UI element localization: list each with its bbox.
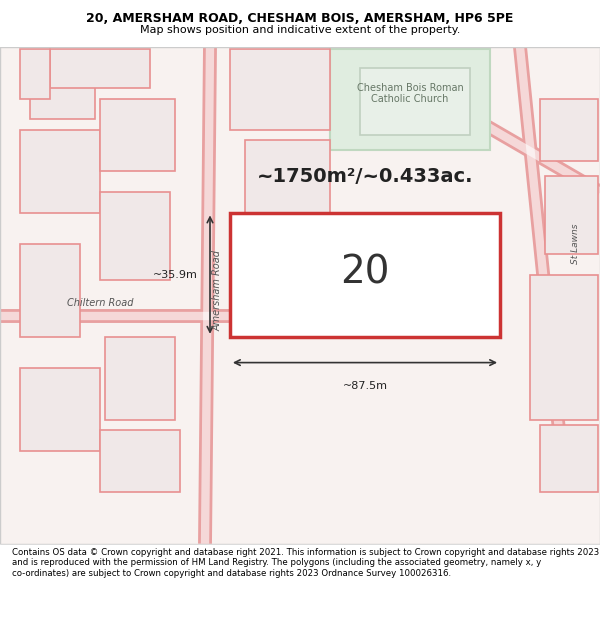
Polygon shape <box>30 58 95 119</box>
Polygon shape <box>540 99 598 161</box>
Text: 20: 20 <box>340 254 390 291</box>
Text: ~1750m²/~0.433ac.: ~1750m²/~0.433ac. <box>257 167 473 186</box>
Polygon shape <box>230 213 500 337</box>
Polygon shape <box>20 129 100 213</box>
Text: St Lawns: St Lawns <box>571 223 580 264</box>
Polygon shape <box>100 430 180 492</box>
Polygon shape <box>360 68 470 135</box>
Text: Chiltern Road: Chiltern Road <box>67 298 133 308</box>
Text: 20, AMERSHAM ROAD, CHESHAM BOIS, AMERSHAM, HP6 5PE: 20, AMERSHAM ROAD, CHESHAM BOIS, AMERSHA… <box>86 12 514 25</box>
Polygon shape <box>100 192 170 280</box>
Text: ~35.9m: ~35.9m <box>153 269 198 279</box>
Polygon shape <box>20 368 100 451</box>
Polygon shape <box>100 99 175 171</box>
Polygon shape <box>530 274 598 419</box>
Text: Map shows position and indicative extent of the property.: Map shows position and indicative extent… <box>140 25 460 35</box>
Polygon shape <box>230 49 330 129</box>
Polygon shape <box>545 176 598 254</box>
Polygon shape <box>20 244 80 337</box>
Text: Amersham Road: Amersham Road <box>213 249 223 331</box>
Polygon shape <box>330 49 490 151</box>
Text: ~87.5m: ~87.5m <box>343 381 388 391</box>
Polygon shape <box>20 49 50 99</box>
Polygon shape <box>540 425 598 492</box>
Polygon shape <box>105 337 175 419</box>
Polygon shape <box>50 49 150 88</box>
Text: Contains OS data © Crown copyright and database right 2021. This information is : Contains OS data © Crown copyright and d… <box>12 548 599 578</box>
Text: Chesham Bois Roman
Catholic Church: Chesham Bois Roman Catholic Church <box>356 82 463 104</box>
Polygon shape <box>245 140 330 233</box>
